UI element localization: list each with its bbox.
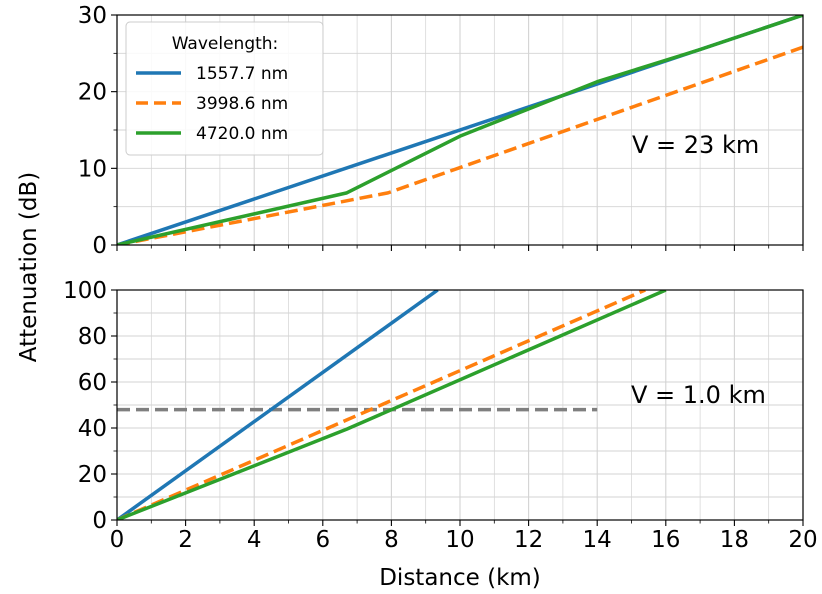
legend-box: [125, 21, 324, 156]
y-tick-label: 10: [78, 156, 107, 182]
y-axis-label: Attenuation (dB): [16, 172, 42, 362]
x-tick-label: 4: [247, 527, 262, 553]
bottom-panel: 0 2 4 6 8 10 12 14 16 18 20 0 20 40 60 80 100 V = 1.0 km: [63, 278, 818, 553]
legend-entry: 4720.0 nm: [196, 124, 288, 144]
x-tick-label: 2: [178, 527, 193, 553]
series-line-3998-6-nm: [117, 45, 803, 245]
series-group: [117, 290, 667, 520]
panel-annotation: V = 23 km: [632, 131, 759, 159]
y-tick-label: 20: [78, 80, 107, 106]
top-panel: 0 10 20 30 V = 23 km Wavelength: 1557.7 nm 3998…: [78, 3, 804, 259]
x-tick-label: 18: [720, 527, 749, 553]
x-tick-label: 8: [384, 527, 399, 553]
legend-title: Wavelength:: [172, 34, 279, 54]
y-tick-label: 20: [78, 462, 107, 488]
legend-entry: 1557.7 nm: [196, 64, 288, 84]
y-tick-label: 0: [92, 233, 107, 259]
panel-annotation: V = 1.0 km: [631, 381, 766, 409]
y-tick-label: 30: [78, 3, 107, 29]
series-line-4720-0-nm: [117, 290, 667, 520]
series-line-1557-7-nm: [117, 290, 439, 520]
x-tick-label: 16: [651, 527, 680, 553]
legend-entry: 3998.6 nm: [196, 94, 288, 114]
y-tick-label: 60: [78, 370, 107, 396]
x-tick-label: 6: [315, 527, 330, 553]
y-tick-label: 0: [92, 508, 107, 534]
x-tick-label: 14: [583, 527, 612, 553]
y-tick-label: 100: [63, 278, 107, 304]
series-group: [117, 15, 803, 245]
x-tick-label: 12: [514, 527, 543, 553]
series-line-4720-0-nm: [117, 15, 803, 245]
x-tick-label: 10: [445, 527, 474, 553]
x-tick-label: 0: [110, 527, 125, 553]
y-tick-label: 40: [78, 416, 107, 442]
series-line-3998-6-nm: [117, 290, 646, 520]
legend: Wavelength: 1557.7 nm 3998.6 nm 4720.0 nm: [125, 21, 324, 156]
x-axis-label: Distance (km): [379, 565, 541, 591]
x-tick-label: 20: [788, 527, 817, 553]
y-tick-label: 80: [78, 324, 107, 350]
